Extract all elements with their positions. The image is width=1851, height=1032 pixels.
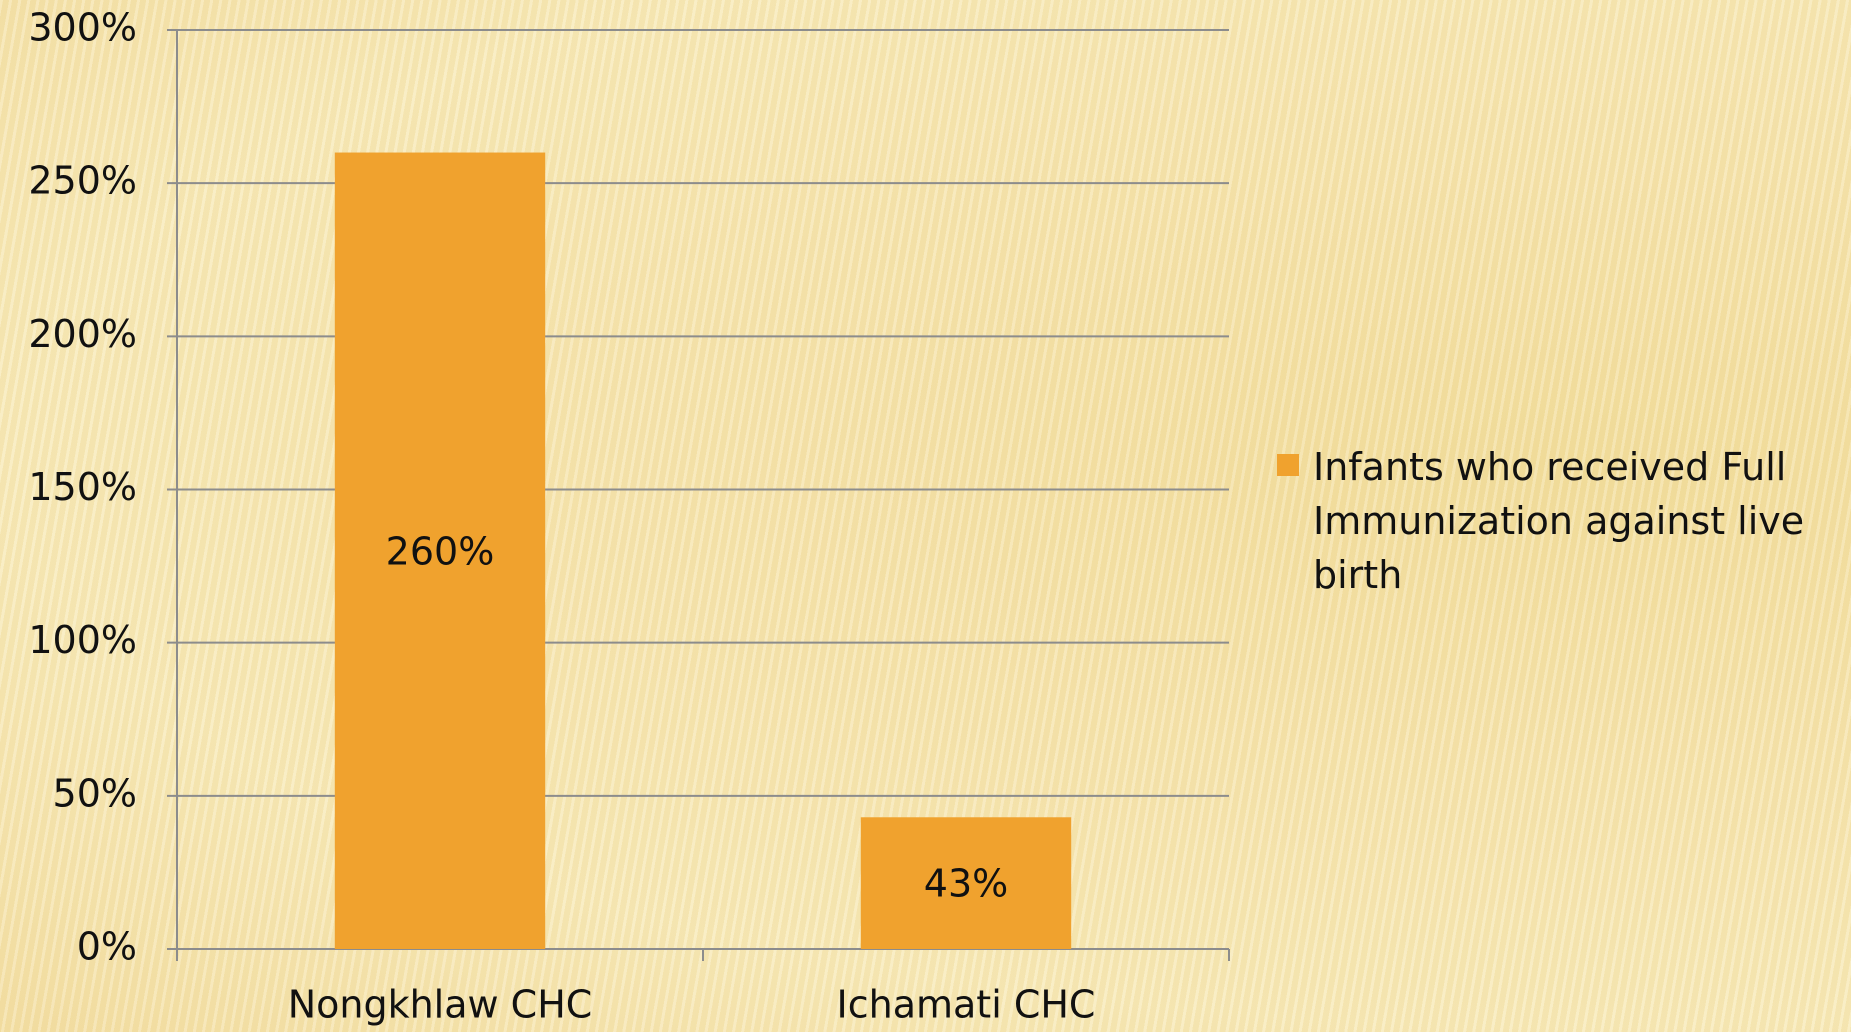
data-label: 43% [924, 862, 1008, 906]
x-tick-label: Nongkhlaw CHC [288, 983, 593, 1027]
x-tick-label: Ichamati CHC [837, 983, 1096, 1027]
y-tick-label: 300% [28, 6, 137, 50]
y-tick-label: 200% [28, 312, 137, 356]
data-label: 260% [386, 529, 495, 573]
y-tick-label: 50% [53, 771, 137, 815]
legend-swatch [1277, 454, 1299, 476]
y-tick-label: 100% [28, 618, 137, 662]
bar [860, 817, 1072, 949]
bar [334, 152, 546, 950]
y-tick-label: 0% [77, 925, 137, 969]
y-tick-label: 150% [28, 465, 137, 509]
y-tick-label: 250% [28, 159, 137, 203]
legend-label: Infants who received Full Immunization a… [1313, 445, 1805, 597]
